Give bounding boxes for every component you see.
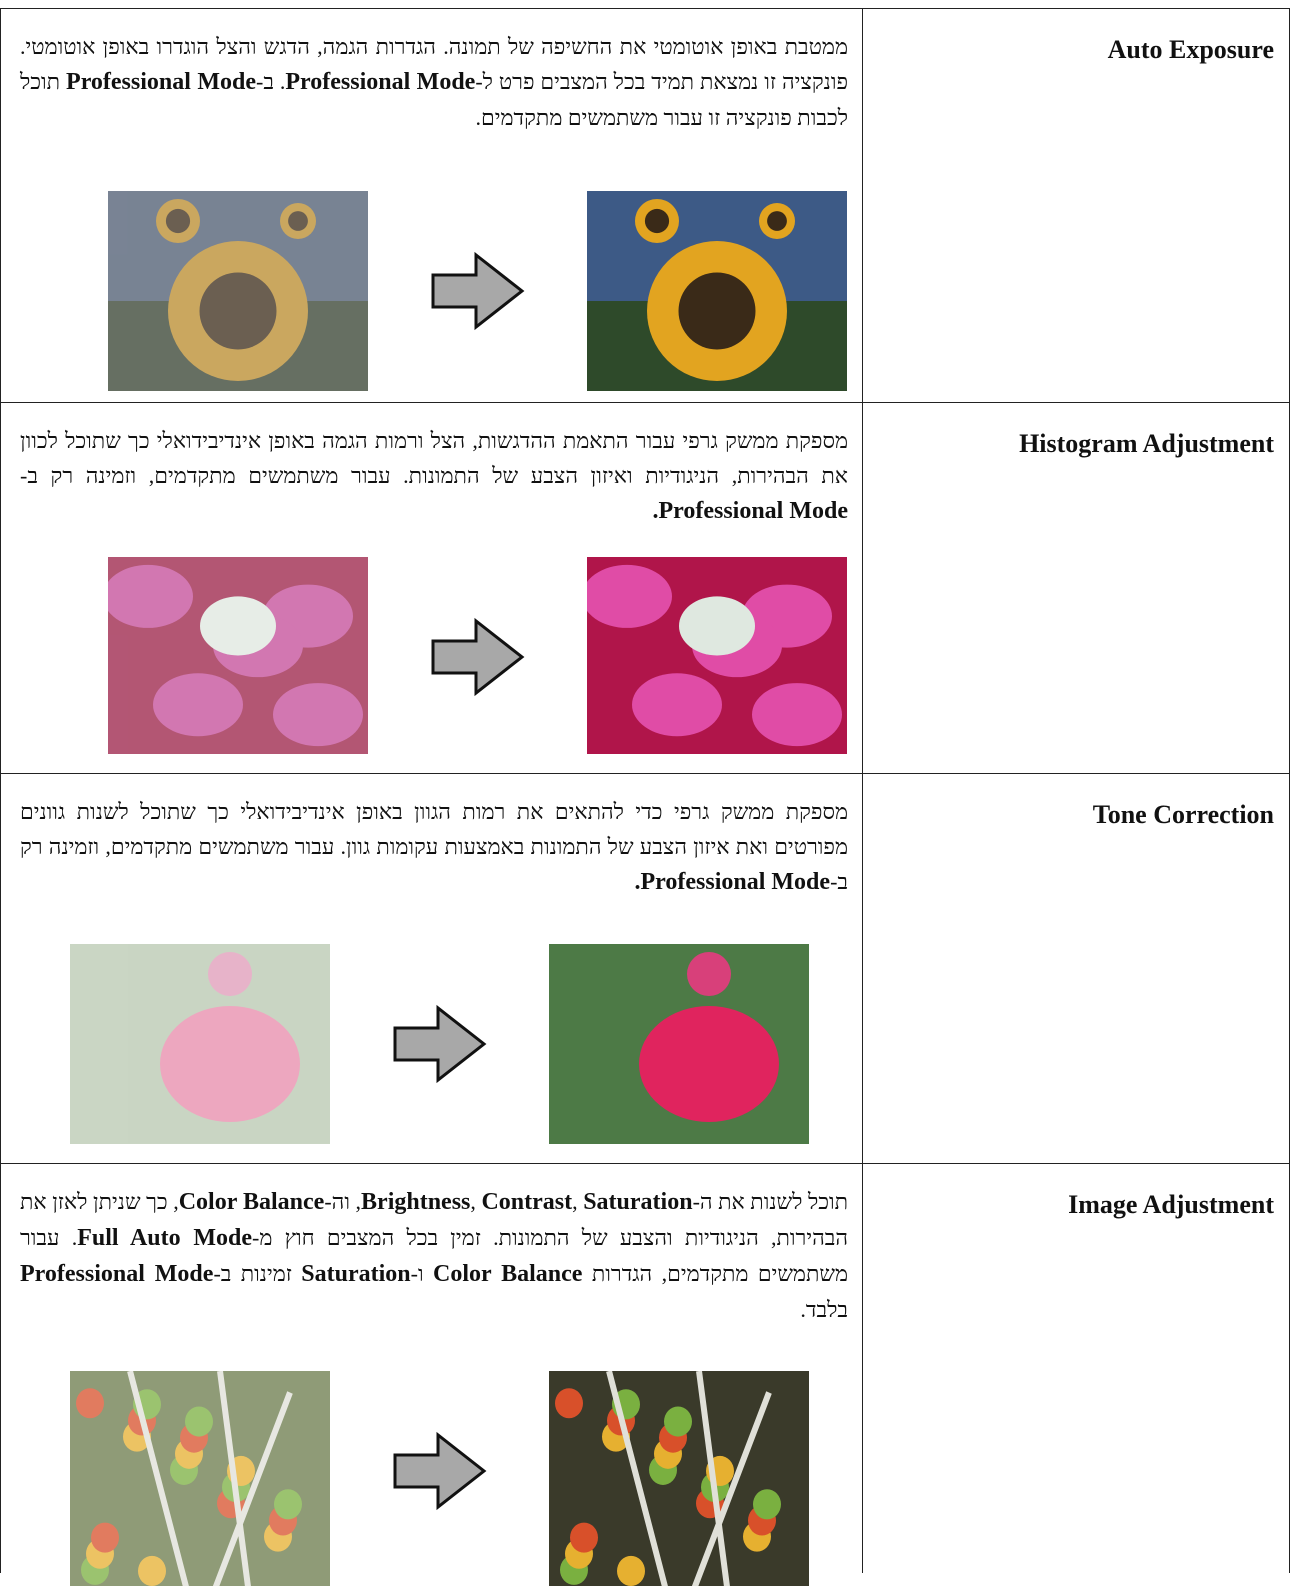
- petal: [273, 683, 363, 747]
- fruit: [185, 1406, 213, 1437]
- text: זמינות ב-: [213, 1261, 302, 1286]
- arrow-shape: [431, 617, 524, 697]
- table-border: [0, 8, 1, 1573]
- petal: [587, 564, 672, 628]
- photo-content: [587, 557, 847, 754]
- bold-text: Professional Mode: [66, 69, 256, 95]
- disk: [644, 208, 670, 234]
- fruit: [753, 1489, 781, 1520]
- arrow: [393, 1004, 486, 1084]
- stem: [127, 1371, 293, 1586]
- fruit: [91, 1522, 119, 1553]
- photo: [587, 557, 847, 754]
- flower: [639, 1006, 779, 1122]
- feature-title: Tone Correction: [1092, 800, 1274, 829]
- table-row: Image Adjustment תוכל לשנות את ה- Brightne…: [0, 1163, 1290, 1586]
- fruit: [138, 1555, 166, 1586]
- text: ,: [470, 1189, 482, 1214]
- disk: [165, 208, 191, 234]
- bold-text: Saturation: [301, 1261, 411, 1287]
- bold-text: Contrast: [481, 1189, 573, 1215]
- photo-content: [108, 191, 368, 391]
- text: בלבד.: [800, 1297, 848, 1322]
- flower: [160, 1006, 300, 1122]
- arrow-shape: [431, 251, 524, 331]
- bold-text: Professional Mode: [20, 1261, 214, 1287]
- petal: [752, 683, 842, 747]
- text: תוכל לשנות את ה-: [692, 1189, 849, 1214]
- highlight: [200, 596, 276, 656]
- photo: [549, 1371, 809, 1586]
- petal: [632, 673, 722, 737]
- feature-description: מספקת ממשק גרפי כדי להתאים את רמות הגוון…: [20, 794, 848, 900]
- fruit: [617, 1555, 645, 1586]
- photo-content: [549, 944, 809, 1144]
- bold-text: Professional Mode: [640, 869, 831, 895]
- text: מספקת ממשק גרפי עבור התאמת ההדגשות, הצל …: [20, 428, 848, 488]
- fruit: [570, 1522, 598, 1553]
- feature-title: Histogram Adjustment: [1019, 429, 1274, 458]
- bud: [208, 952, 252, 996]
- arrow-shape: [393, 1004, 486, 1084]
- table-row: Tone Correction מספקת ממשק גרפי כדי להתאי…: [0, 773, 1290, 1163]
- bold-text: Full Auto Mode: [77, 1225, 252, 1251]
- photo-content: [549, 1371, 809, 1586]
- disk: [199, 272, 277, 350]
- photo-content: [587, 191, 847, 391]
- bold-text: Saturation: [583, 1189, 693, 1215]
- disk: [767, 211, 787, 231]
- photo-content: [108, 557, 368, 754]
- photo: [70, 1371, 330, 1586]
- photo: [108, 557, 368, 754]
- text: ממטבת באופן אוטומטי את החשיפה של תמונה. …: [20, 34, 848, 94]
- photo-content: [70, 1371, 330, 1586]
- table-border: [1289, 8, 1290, 1573]
- photo: [108, 191, 368, 391]
- bud: [687, 952, 731, 996]
- petal: [108, 564, 193, 628]
- photo: [549, 944, 809, 1144]
- text: , כך שניתן לאזן את הבהירות, הניגודיות וה…: [20, 1189, 849, 1250]
- fruit: [274, 1489, 302, 1520]
- feature-description: תוכל לשנות את ה- Brightness, Contrast, Sa…: [20, 1184, 848, 1327]
- table-row: Histogram Adjustment מספקת ממשק גרפי עבור…: [0, 402, 1290, 773]
- feature-title: Image Adjustment: [1068, 1190, 1274, 1219]
- highlight: [679, 596, 755, 656]
- feature-description: ממטבת באופן אוטומטי את החשיפה של תמונה. …: [20, 29, 848, 135]
- disk: [678, 272, 756, 350]
- arrow-shape: [393, 1431, 486, 1511]
- text: . ב-: [256, 69, 286, 94]
- text: ו-: [410, 1261, 434, 1286]
- text: מספקת ממשק גרפי כדי להתאים את רמות הגוון…: [20, 799, 848, 894]
- bold-text: Color Balance: [178, 1189, 325, 1215]
- bold-text: .: [634, 869, 641, 895]
- bold-text: Color Balance: [433, 1261, 583, 1287]
- fruit: [76, 1388, 104, 1419]
- bold-text: Brightness: [361, 1189, 471, 1215]
- text: , וה-: [324, 1189, 362, 1214]
- fruit: [664, 1406, 692, 1437]
- photo-content: [70, 944, 330, 1144]
- bold-text: Professional Mode: [285, 69, 476, 95]
- text: תוכל לכבות פונקציה זו עבור משתמשים מתקדמ…: [20, 69, 848, 130]
- arrow: [431, 617, 524, 697]
- feature-description: מספקת ממשק גרפי עבור התאמת ההדגשות, הצל …: [20, 423, 848, 529]
- text: . עבור משתמשים מתקדמים, הגדרות: [20, 1225, 848, 1286]
- photo: [587, 191, 847, 391]
- bold-text: Professional Mode: [658, 498, 848, 524]
- stem: [606, 1371, 772, 1586]
- arrow: [431, 251, 524, 331]
- photo: [70, 944, 330, 1144]
- petal: [153, 673, 243, 737]
- feature-title: Auto Exposure: [1107, 35, 1274, 64]
- bold-text: .: [652, 498, 659, 524]
- arrow: [393, 1431, 486, 1511]
- table-row: Auto Exposure ממטבת באופן אוטומטי את החשי…: [0, 8, 1290, 402]
- column-divider: [862, 8, 863, 1573]
- disk: [288, 211, 308, 231]
- text: ,: [572, 1189, 584, 1214]
- fruit: [555, 1388, 583, 1419]
